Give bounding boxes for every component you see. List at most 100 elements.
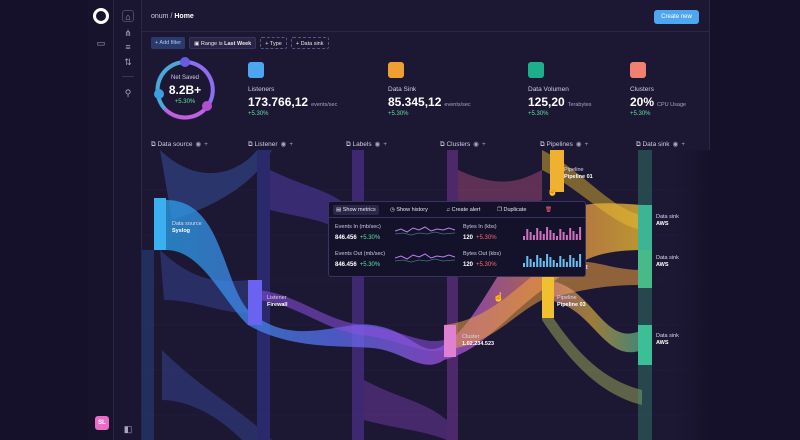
node-sink2-bar bbox=[638, 250, 652, 288]
create-alert-button[interactable]: ♫ Create alert bbox=[446, 205, 480, 215]
node-pipeline03-label[interactable]: Pipeline Pipeline 03 bbox=[557, 295, 586, 309]
node-name: Syslog bbox=[172, 228, 191, 234]
add-filter-button[interactable]: + Add filter bbox=[151, 37, 186, 49]
column-drag-icon[interactable]: ⧉ bbox=[346, 141, 353, 148]
delete-icon[interactable]: 🗑 bbox=[545, 207, 552, 213]
show-history-button[interactable]: ◷ Show history bbox=[390, 205, 428, 215]
calendar-icon: ▣ bbox=[194, 41, 201, 47]
ring-marker-icon bbox=[180, 57, 190, 67]
eye-icon[interactable]: ◉ bbox=[575, 141, 582, 148]
node-pipeline03-bar bbox=[542, 268, 554, 318]
eye-icon[interactable]: ◉ bbox=[195, 141, 202, 148]
stat-icon bbox=[528, 62, 544, 78]
net-saved-label: Net Saved bbox=[170, 75, 200, 81]
range-filter-chip[interactable]: ▣ Range is Last Week bbox=[189, 37, 257, 49]
metric-value: 120 +5.30% bbox=[463, 235, 497, 241]
flows-icon[interactable]: ⇅ bbox=[124, 57, 132, 67]
net-saved-change: +5.30% bbox=[174, 99, 196, 105]
column-drag-icon[interactable]: ⧉ bbox=[440, 141, 447, 148]
type-filter-chip[interactable]: + Type bbox=[260, 37, 287, 49]
column-title: Listener bbox=[254, 141, 278, 148]
net-saved-value: 8.2B+ bbox=[168, 83, 202, 97]
stat-value: 85.345,12 events/sec bbox=[388, 95, 471, 109]
hierarchy-icon[interactable]: ⋔ bbox=[124, 28, 132, 38]
breadcrumb: onum / Home bbox=[151, 13, 194, 20]
node-type: Pipeline bbox=[557, 295, 577, 301]
breadcrumb-page: Home bbox=[174, 13, 194, 20]
collapse-icon[interactable]: ◧ bbox=[123, 424, 133, 434]
folder-icon[interactable]: ▭ bbox=[96, 38, 106, 48]
column-header[interactable]: ⧉ Clusters ◉ + bbox=[440, 140, 486, 149]
metric-value: 846.456 +5.30% bbox=[335, 262, 380, 268]
column-drag-icon[interactable]: ⧉ bbox=[540, 141, 547, 148]
stat-label: Data Sink bbox=[388, 86, 417, 93]
metric-bars bbox=[523, 254, 582, 267]
add-icon[interactable]: + bbox=[383, 141, 388, 148]
column-header[interactable]: ⧉ Data source ◉ + bbox=[151, 140, 208, 149]
column-header[interactable]: ⧉ Data sink ◉ + bbox=[636, 140, 685, 149]
node-pipeline01-bar bbox=[550, 150, 564, 192]
stat-icon bbox=[630, 62, 646, 78]
node-sink2-label[interactable]: Data sink AWS bbox=[656, 255, 679, 269]
node-pipeline01-label[interactable]: Pipeline Pipeline 01 bbox=[564, 167, 593, 181]
stat-number: 173.766,12 bbox=[248, 95, 309, 109]
datasink-filter-chip[interactable]: + Data sink bbox=[290, 37, 329, 49]
page-background-right bbox=[710, 0, 800, 440]
node-type: Data sink bbox=[656, 333, 679, 339]
stat-label: Data Volumen bbox=[528, 86, 569, 93]
node-cluster-label[interactable]: Cluster 1.02.234.523 bbox=[462, 334, 494, 348]
sidebar: ⌂ ⋔ ≡ ⇅ ⚲ ◧ bbox=[114, 0, 142, 440]
eye-icon[interactable]: ◉ bbox=[473, 141, 479, 148]
eye-icon[interactable]: ◉ bbox=[280, 141, 287, 148]
column-title: Pipelines bbox=[546, 141, 573, 148]
create-new-button[interactable]: Create new bbox=[654, 10, 699, 24]
node-sink1-label[interactable]: Data sink AWS bbox=[656, 214, 679, 228]
breadcrumb-org[interactable]: onum bbox=[151, 13, 169, 20]
pointer-cursor-icon: ☝ bbox=[547, 186, 559, 196]
metric-change: +5.30% bbox=[359, 262, 381, 268]
stat-number: 125,20 bbox=[528, 95, 565, 109]
add-icon[interactable]: + bbox=[481, 141, 486, 148]
flow-sankey[interactable]: Data source Syslog Listener Firewall Clust… bbox=[142, 150, 710, 440]
eye-icon[interactable]: ◉ bbox=[374, 141, 381, 148]
node-type: Cluster bbox=[462, 334, 480, 340]
create-alert-label: Create alert bbox=[451, 207, 481, 213]
stat-icon bbox=[388, 62, 404, 78]
stat-change: +5.30% bbox=[248, 111, 269, 117]
column-header[interactable]: ⧉ Listener ◉ + bbox=[248, 140, 293, 149]
home-icon[interactable]: ⌂ bbox=[122, 10, 134, 22]
hand-cursor-icon: ☝ bbox=[493, 292, 505, 302]
metric-title: Events In (mb/sec) bbox=[335, 224, 381, 230]
node-type: Data sink bbox=[656, 255, 679, 261]
alerts-icon[interactable]: ⚲ bbox=[124, 88, 132, 98]
stat-number: 20% bbox=[630, 95, 655, 109]
sidebar-divider bbox=[122, 76, 134, 77]
ring-marker-icon bbox=[202, 101, 212, 111]
node-syslog-label[interactable]: Data source Syslog bbox=[172, 221, 202, 235]
show-metrics-button[interactable]: ▤ Show metrics bbox=[333, 205, 379, 215]
column-drag-icon[interactable]: ⧉ bbox=[248, 141, 255, 148]
node-syslog-bar bbox=[154, 198, 166, 250]
pipelines-icon[interactable]: ≡ bbox=[125, 42, 131, 52]
node-name: Pipeline 01 bbox=[564, 174, 593, 180]
metric-block: Bytes Out (kbs) 120 +5.30% bbox=[463, 251, 582, 277]
eye-icon[interactable]: ◉ bbox=[672, 141, 679, 148]
column-drag-icon[interactable]: ⧉ bbox=[636, 141, 643, 148]
column-header[interactable]: ⧉ Labels ◉ + bbox=[346, 140, 387, 149]
add-icon[interactable]: + bbox=[204, 141, 208, 148]
chart-icon: ▤ bbox=[336, 207, 343, 213]
node-firewall-label[interactable]: Listener Firewall bbox=[267, 295, 287, 309]
copy-icon: ❐ bbox=[497, 207, 504, 213]
node-sink3-bar bbox=[638, 325, 652, 365]
onum-logo-icon[interactable] bbox=[93, 8, 109, 24]
node-sink3-label[interactable]: Data sink AWS bbox=[656, 333, 679, 347]
column-drag-icon[interactable]: ⧉ bbox=[151, 141, 158, 148]
add-icon[interactable]: + bbox=[681, 141, 686, 148]
add-icon[interactable]: + bbox=[584, 141, 589, 148]
metric-sparkline bbox=[395, 253, 455, 263]
add-icon[interactable]: + bbox=[289, 141, 294, 148]
stat-unit: events/sec bbox=[444, 102, 471, 108]
user-avatar[interactable]: SL bbox=[95, 416, 109, 430]
duplicate-button[interactable]: ❐ Duplicate bbox=[497, 205, 526, 215]
column-header[interactable]: ⧉ Pipelines ◉ + bbox=[540, 140, 588, 149]
